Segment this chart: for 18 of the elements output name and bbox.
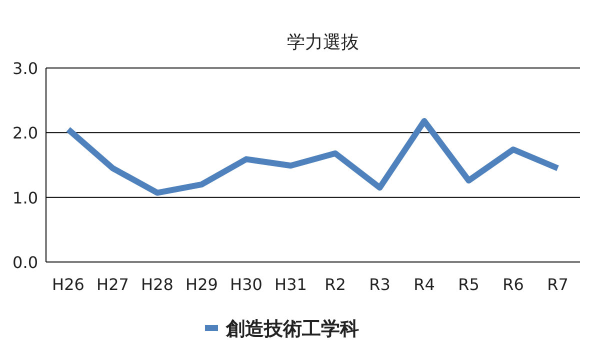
- x-tick-label: H28: [141, 275, 174, 294]
- x-tick-label: H30: [230, 275, 262, 294]
- x-tick-label: R3: [369, 275, 390, 294]
- y-tick-label: 0.0: [12, 253, 38, 272]
- x-tick-label: H27: [96, 275, 129, 294]
- x-tick-label: R4: [414, 275, 435, 294]
- x-tick-label: R5: [458, 275, 480, 294]
- x-tick-label: H31: [274, 275, 307, 294]
- x-tick-label: H29: [186, 275, 218, 294]
- y-tick-label: 3.0: [12, 59, 38, 78]
- y-tick-label: 2.0: [12, 124, 38, 143]
- x-tick-label: H26: [52, 275, 84, 294]
- x-tick-label: R7: [547, 275, 568, 294]
- y-tick-label: 1.0: [12, 188, 38, 208]
- x-tick-label: R2: [324, 275, 346, 294]
- chart-title: 学力選抜: [287, 32, 359, 53]
- legend-label: 創造技術工学科: [225, 318, 359, 340]
- x-tick-label: R6: [502, 275, 524, 294]
